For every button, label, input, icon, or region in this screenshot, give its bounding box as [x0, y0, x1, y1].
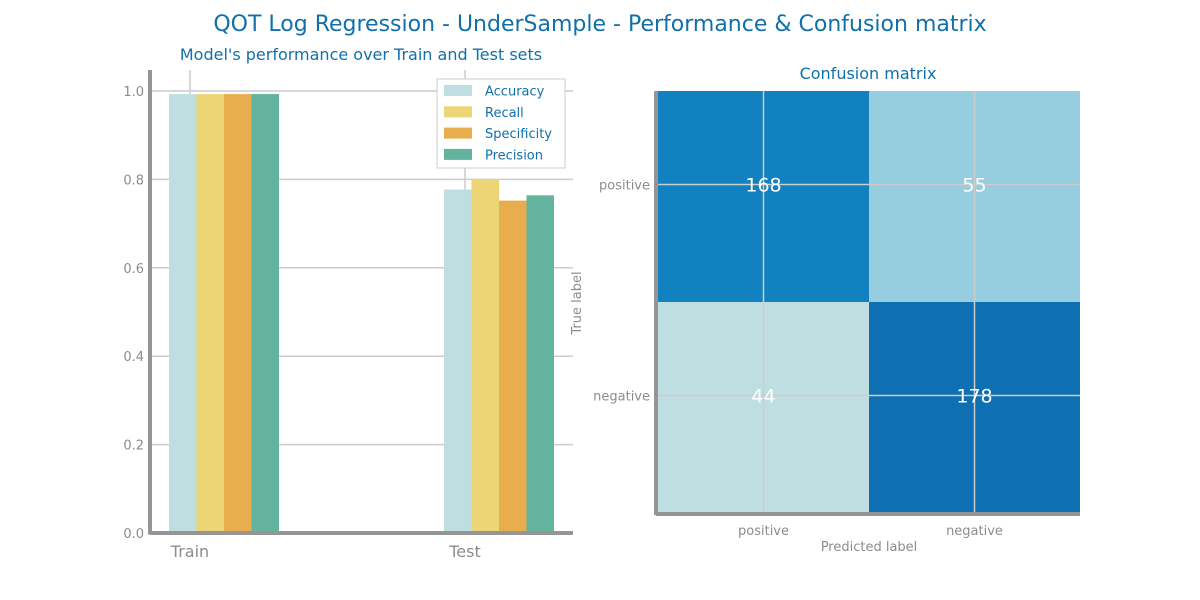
performance-x-ticks: Train Test: [170, 542, 481, 561]
performance-chart: Model's performance over Train and Test …: [123, 45, 573, 561]
x-tick-label-train: Train: [170, 542, 209, 561]
figure-title: QOT Log Regression - UnderSample - Perfo…: [213, 12, 986, 37]
confusion-matrix: Confusion matrix 168 55 44 178 positive nega…: [570, 64, 1080, 555]
confusion-matrix-gridlines: [658, 91, 1080, 513]
legend-swatch-precision: [444, 148, 472, 160]
performance-y-ticks: 0.0 0.2 0.4 0.6 0.8 1.0: [123, 85, 144, 542]
matrix-value-0-0: 168: [745, 175, 781, 197]
bar-precision-test: [526, 195, 554, 533]
y-tick-label: 0.2: [123, 439, 144, 454]
y-tick-label: 0.0: [123, 527, 144, 542]
performance-chart-title: Model's performance over Train and Test …: [180, 45, 542, 64]
bar-recall-train: [196, 94, 224, 534]
bar-specificity-test: [499, 200, 527, 533]
legend-label-accuracy: Accuracy: [485, 85, 545, 100]
confusion-matrix-ticks: positive negative positive negative: [593, 179, 1003, 540]
x-tick-label-negative: negative: [946, 524, 1003, 539]
x-axis-label: Predicted label: [821, 540, 918, 555]
y-tick-label: 0.4: [123, 350, 144, 365]
legend-swatch-accuracy: [444, 85, 472, 96]
bar-precision-train: [251, 94, 279, 534]
legend-label-precision: Precision: [485, 148, 543, 163]
performance-axes: [148, 70, 573, 535]
bar-recall-test: [471, 179, 499, 533]
bar-accuracy-train: [169, 94, 197, 534]
y-tick-label-positive: positive: [599, 179, 650, 194]
x-tick-label-test: Test: [448, 542, 481, 561]
y-axis-label: True label: [570, 271, 585, 335]
confusion-matrix-cells: [658, 91, 1080, 513]
y-tick-label: 0.6: [123, 262, 144, 277]
confusion-matrix-title: Confusion matrix: [800, 64, 937, 83]
legend-swatch-specificity: [444, 127, 472, 139]
confusion-matrix-values: 168 55 44 178: [745, 175, 992, 408]
matrix-value-1-0: 44: [751, 386, 775, 408]
bar-specificity-train: [224, 94, 252, 534]
x-tick-label-positive: positive: [738, 524, 789, 539]
bar-accuracy-test: [444, 189, 472, 534]
legend-label-specificity: Specificity: [485, 127, 552, 142]
performance-bars: [169, 94, 554, 534]
confusion-matrix-axes: [654, 91, 1080, 516]
matrix-value-1-1: 178: [956, 386, 992, 408]
performance-legend: Accuracy Recall Specificity Precision: [436, 78, 566, 169]
y-tick-label-negative: negative: [593, 390, 650, 405]
y-tick-label: 0.8: [123, 173, 144, 188]
y-tick-label: 1.0: [123, 85, 144, 100]
legend-label-recall: Recall: [485, 106, 524, 121]
legend-swatch-recall: [444, 106, 472, 118]
matrix-value-0-1: 55: [962, 175, 986, 197]
